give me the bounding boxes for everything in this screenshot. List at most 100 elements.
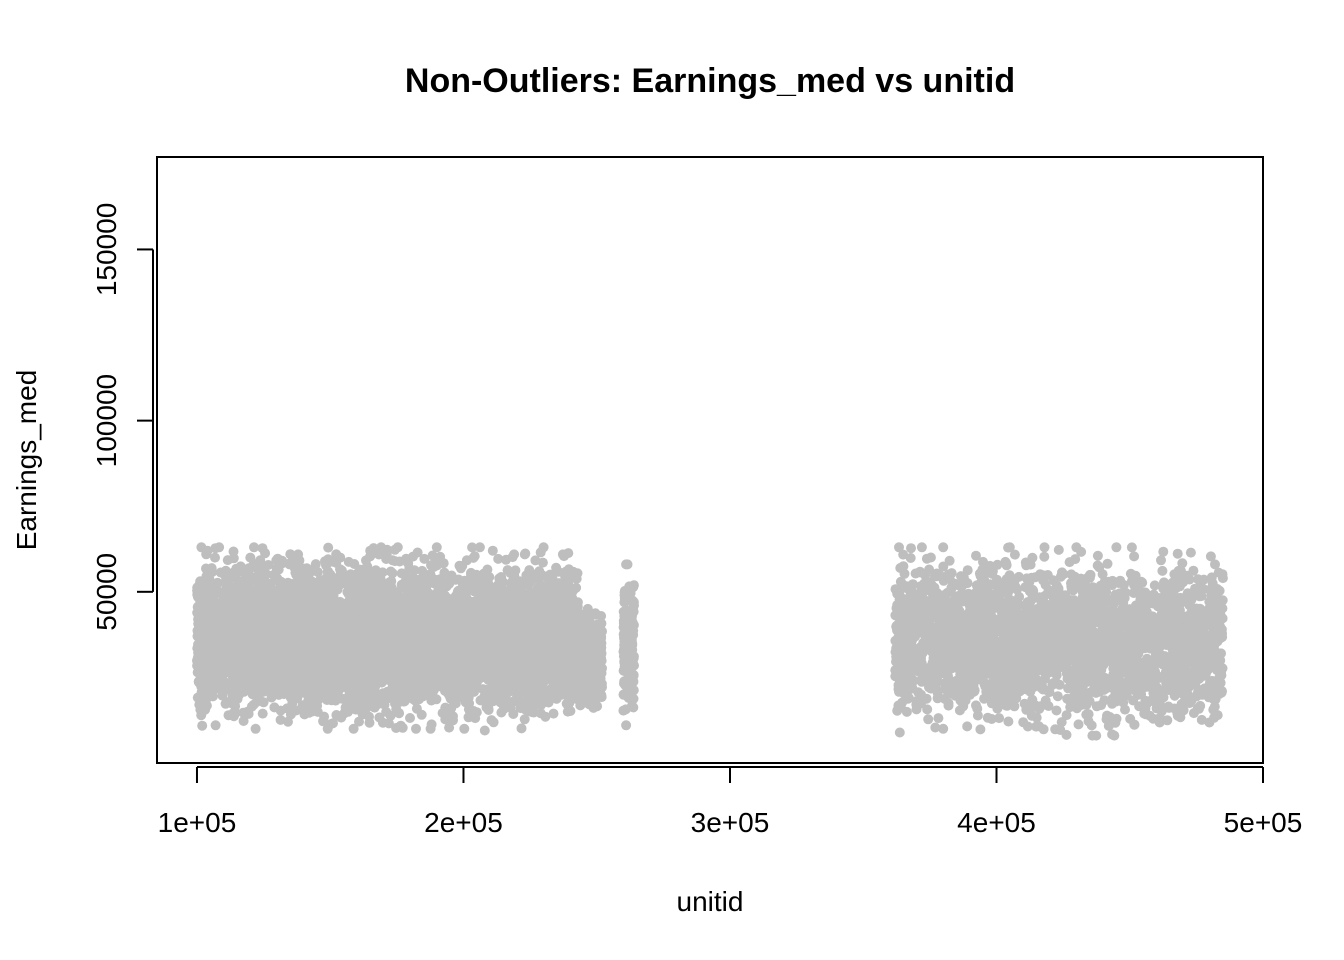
scatter-point bbox=[461, 677, 472, 688]
scatter-point bbox=[249, 542, 259, 553]
scatter-point bbox=[518, 700, 529, 711]
scatter-point bbox=[344, 677, 355, 688]
scatter-point bbox=[251, 696, 262, 707]
scatter-point bbox=[312, 567, 323, 578]
scatter-point bbox=[419, 553, 430, 564]
scatter-point bbox=[306, 584, 317, 595]
scatter-point bbox=[381, 649, 392, 660]
points-layer bbox=[192, 542, 1228, 741]
scatter-point bbox=[261, 569, 272, 580]
scatter-point bbox=[491, 581, 502, 592]
scatter-point bbox=[509, 549, 520, 560]
scatter-point bbox=[530, 555, 541, 566]
scatter-point bbox=[468, 552, 479, 563]
scatter-point bbox=[220, 680, 231, 690]
scatter-point bbox=[403, 558, 414, 569]
scatter-point bbox=[491, 656, 502, 667]
scatter-point bbox=[408, 599, 419, 610]
scatter-point bbox=[393, 668, 404, 679]
scatter-point bbox=[336, 633, 347, 644]
scatter-point bbox=[238, 716, 249, 726]
scatter-point bbox=[548, 708, 559, 719]
scatter-point bbox=[431, 599, 442, 610]
scatter-point bbox=[519, 549, 530, 560]
scatter-point bbox=[424, 572, 435, 583]
scatter-point bbox=[203, 677, 214, 688]
scatter-point bbox=[405, 713, 415, 723]
scatter-point bbox=[273, 564, 284, 575]
scatter-point bbox=[197, 720, 208, 731]
scatter-point bbox=[396, 611, 407, 622]
scatter-point bbox=[255, 555, 266, 566]
scatter-point bbox=[549, 687, 560, 698]
scatter-point bbox=[372, 643, 383, 654]
scatter-point bbox=[525, 587, 535, 598]
scatter-point bbox=[493, 553, 504, 564]
scatter-point bbox=[513, 576, 523, 587]
scatter-point bbox=[316, 583, 326, 594]
scatter-point bbox=[275, 714, 286, 725]
scatter-point bbox=[412, 547, 423, 558]
scatter-point bbox=[538, 542, 549, 553]
scatter-point bbox=[229, 566, 240, 577]
scatter-point bbox=[537, 557, 548, 568]
scatter-point bbox=[528, 706, 538, 717]
scatter-point bbox=[417, 653, 428, 664]
scatter-point bbox=[535, 579, 546, 590]
scatter-point bbox=[470, 713, 481, 724]
scatter-point bbox=[464, 653, 474, 664]
scatter-point bbox=[321, 560, 331, 571]
scatter-point bbox=[200, 592, 211, 603]
scatter-point bbox=[557, 549, 568, 560]
scatter-point bbox=[292, 575, 303, 586]
scatter-point bbox=[272, 573, 283, 584]
scatter-point bbox=[221, 663, 232, 674]
scatter-point bbox=[364, 711, 374, 722]
scatter-point bbox=[325, 569, 336, 580]
scatter-point bbox=[381, 706, 392, 717]
scatter-point bbox=[248, 562, 259, 572]
scatter-point bbox=[461, 625, 472, 636]
scatter-point bbox=[195, 704, 206, 715]
scatter-point bbox=[287, 610, 298, 621]
scatter-point bbox=[491, 671, 502, 681]
scatter-point bbox=[490, 688, 501, 699]
scatter-point bbox=[348, 723, 359, 734]
scatter-point bbox=[282, 703, 293, 714]
scatter-point bbox=[424, 682, 435, 693]
scatter-point bbox=[331, 710, 342, 720]
scatter-point bbox=[441, 677, 452, 688]
scatter-point bbox=[435, 575, 446, 586]
scatter-point bbox=[377, 567, 388, 578]
scatter-point bbox=[381, 554, 392, 564]
scatter-point bbox=[293, 643, 304, 654]
scatter-point bbox=[459, 723, 470, 734]
scatter-point bbox=[455, 563, 466, 574]
scatter-point bbox=[435, 558, 446, 568]
scatter-point bbox=[406, 659, 417, 670]
scatter-point bbox=[337, 693, 348, 704]
scatter-point bbox=[258, 601, 269, 612]
scatter-point bbox=[292, 629, 303, 640]
scatter-point bbox=[474, 654, 485, 665]
scatter-point bbox=[235, 672, 245, 683]
scatter-point bbox=[197, 690, 208, 701]
scatter-point bbox=[563, 564, 574, 575]
scatter-point bbox=[408, 687, 419, 698]
scatter-point bbox=[426, 719, 437, 730]
scatter-point bbox=[510, 565, 521, 576]
scatter-point bbox=[343, 556, 354, 567]
scatter-point bbox=[281, 622, 292, 632]
scatter-point bbox=[447, 575, 458, 586]
scatter-point bbox=[478, 568, 489, 579]
scatter-point bbox=[387, 568, 398, 579]
scatter-point bbox=[522, 679, 533, 689]
scatter-point bbox=[508, 615, 519, 626]
scatter-point bbox=[496, 707, 507, 718]
scatter-point bbox=[280, 635, 291, 646]
scatter-point bbox=[495, 646, 506, 657]
scatter-point bbox=[474, 542, 485, 553]
scatter-point bbox=[201, 563, 211, 574]
scatter-point bbox=[396, 568, 407, 579]
